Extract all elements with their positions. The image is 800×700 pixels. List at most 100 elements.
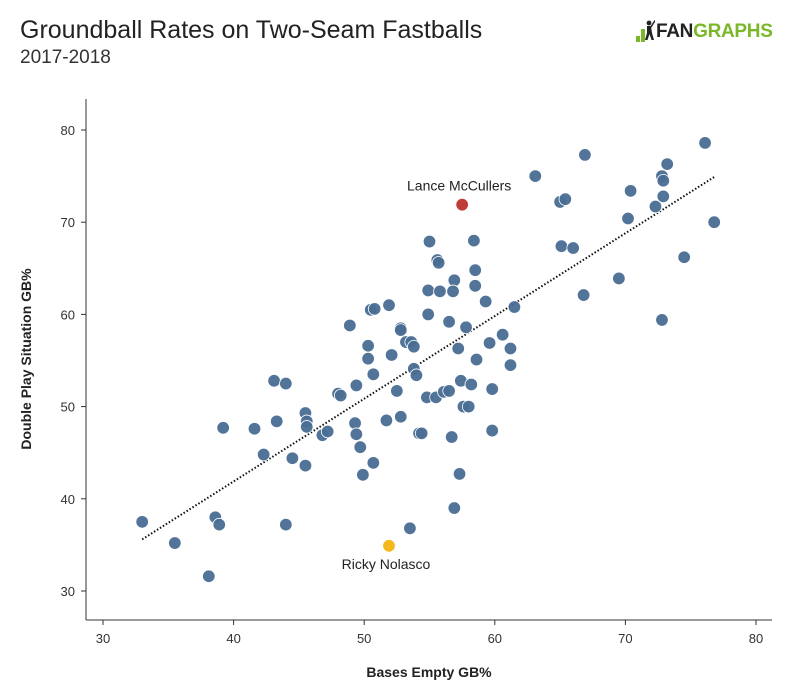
- data-point: [394, 410, 408, 424]
- data-point: [256, 447, 271, 462]
- data-point: [216, 421, 230, 435]
- data-point: [379, 413, 394, 428]
- data-point: [507, 300, 522, 314]
- data-point: [503, 358, 518, 372]
- data-point: [459, 320, 473, 335]
- data-point: [623, 184, 638, 198]
- logo-text-graphs: GRAPHS: [693, 21, 773, 42]
- data-point: [422, 234, 437, 249]
- data-point: [495, 327, 510, 342]
- player-label: Lance McCullers: [407, 178, 511, 194]
- data-point: [267, 374, 281, 388]
- data-point: [431, 256, 446, 270]
- data-point: [464, 377, 478, 392]
- data-point: [612, 271, 626, 286]
- data-point: [382, 298, 396, 312]
- data-point: [482, 336, 497, 350]
- data-point: [468, 263, 482, 277]
- data-point: [469, 352, 484, 367]
- fangraphs-batter-logo-icon: [636, 20, 655, 44]
- y-axis-title: Double Play Situation GB%: [18, 268, 34, 450]
- logo-text: FANGRAPHS: [656, 21, 773, 43]
- data-point: [298, 458, 313, 473]
- data-point: [349, 378, 364, 393]
- highlighted-points: Lance McCullers Ricky Nolasco: [342, 178, 512, 572]
- data-point: [366, 367, 381, 382]
- data-point: [353, 440, 367, 454]
- data-point: [447, 501, 462, 515]
- data-point: [468, 279, 482, 293]
- highlighted-point: [382, 539, 396, 553]
- data-point: [285, 451, 300, 465]
- data-point: [442, 315, 456, 329]
- data-point: [279, 517, 293, 532]
- data-point: [554, 239, 569, 253]
- data-point: [390, 384, 404, 398]
- data-point: [320, 424, 335, 439]
- data-point: [269, 414, 284, 429]
- data-point: [445, 430, 459, 444]
- data-point: [433, 284, 447, 299]
- fangraphs-logo: FANGRAPHS: [636, 20, 773, 44]
- data-point: [356, 468, 370, 482]
- x-tick-label: 30: [96, 631, 110, 646]
- x-tick-label: 50: [357, 631, 371, 646]
- chart-subtitle: 2017-2018: [20, 47, 111, 68]
- data-point: [485, 423, 499, 438]
- x-tick-label: 60: [488, 631, 502, 646]
- data-point: [446, 284, 460, 299]
- data-point: [361, 339, 375, 353]
- data-point: [409, 368, 424, 382]
- data-point: [361, 351, 375, 366]
- data-point: [279, 376, 293, 391]
- data-point: [656, 174, 670, 188]
- y-tick-label: 60: [61, 307, 75, 322]
- chart-title: Groundball Rates on Two-Seam Fastballs: [20, 16, 483, 44]
- data-point: [528, 169, 542, 183]
- trend-line: [141, 176, 715, 541]
- data-point: [621, 211, 635, 226]
- data-point: [578, 148, 592, 162]
- y-tick-label: 30: [61, 584, 75, 599]
- x-tick-label: 70: [618, 631, 632, 646]
- data-point: [168, 536, 182, 550]
- logo-text-fan: FAN: [656, 21, 694, 42]
- data-point: [566, 241, 580, 255]
- ticks: 30 40 50 60 70 80 30 40 50 60 70 80: [61, 123, 764, 646]
- data-point: [452, 467, 467, 481]
- data-point: [212, 517, 226, 532]
- data-point: [247, 422, 262, 436]
- y-tick-label: 80: [61, 123, 75, 138]
- x-tick-label: 40: [226, 631, 240, 646]
- data-point: [348, 416, 362, 430]
- data-point: [467, 233, 481, 248]
- data-point: [384, 348, 399, 362]
- data-point: [367, 302, 382, 316]
- data-point: [558, 192, 573, 206]
- data-point: [447, 273, 462, 287]
- data-point: [403, 521, 417, 536]
- data-point: [394, 323, 408, 337]
- data-point: [333, 388, 348, 403]
- data-point: [407, 339, 421, 354]
- highlighted-point: [455, 197, 469, 212]
- data-point: [202, 569, 216, 583]
- data-point: [349, 427, 364, 441]
- data-point: [648, 199, 663, 214]
- data-point: [135, 515, 149, 529]
- data-point: [451, 341, 465, 356]
- data-points: [135, 136, 721, 583]
- data-point: [576, 288, 591, 302]
- data-point: [421, 307, 435, 322]
- data-point: [707, 215, 721, 229]
- y-tick-label: 40: [61, 492, 75, 507]
- data-point: [414, 426, 429, 441]
- data-point: [478, 294, 493, 309]
- data-point: [698, 136, 712, 150]
- axes: [85, 99, 772, 621]
- data-point: [485, 382, 499, 396]
- data-point: [343, 318, 357, 333]
- trendline: [141, 176, 715, 541]
- y-tick-label: 70: [61, 215, 75, 230]
- data-point: [655, 313, 669, 327]
